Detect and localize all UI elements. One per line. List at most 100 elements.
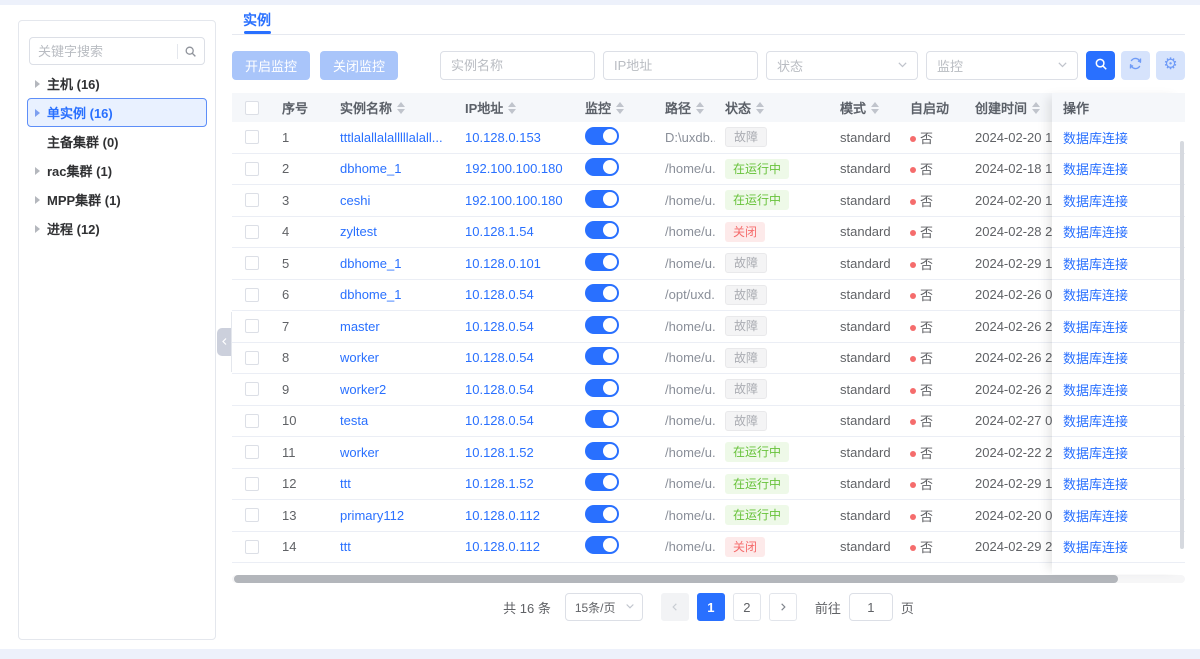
instance-name-link[interactable]: ttt <box>340 476 351 492</box>
instance-name-link[interactable]: dbhome_1 <box>340 255 402 271</box>
settings-button[interactable]: ⚙ <box>1156 50 1185 80</box>
db-connect-link[interactable]: 数据库连接 <box>1063 256 1129 272</box>
db-connect-link[interactable]: 数据库连接 <box>1063 477 1129 493</box>
goto-page-input[interactable] <box>848 593 893 621</box>
row-checkbox[interactable] <box>245 445 259 460</box>
ip-address-link[interactable]: 10.128.0.54 <box>465 287 534 303</box>
search-icon[interactable] <box>178 45 204 58</box>
db-connect-link[interactable]: 数据库连接 <box>1063 319 1129 335</box>
row-checkbox[interactable] <box>245 256 259 271</box>
ip-filter-input[interactable] <box>603 50 758 80</box>
db-connect-link[interactable]: 数据库连接 <box>1063 193 1129 209</box>
ip-address-link[interactable]: 10.128.0.101 <box>465 255 541 271</box>
row-checkbox[interactable] <box>245 130 259 145</box>
row-checkbox[interactable] <box>245 287 259 302</box>
monitor-filter-select[interactable]: 监控 <box>926 50 1078 80</box>
ip-address-link[interactable]: 10.128.0.112 <box>465 539 540 555</box>
sort-icon[interactable] <box>756 101 765 114</box>
instance-name-link[interactable]: primary112 <box>340 507 405 523</box>
instance-name-filter-input[interactable] <box>440 50 595 80</box>
monitor-toggle[interactable] <box>585 189 619 208</box>
row-checkbox[interactable] <box>245 508 259 523</box>
column-header-5[interactable]: 路径 <box>655 98 715 117</box>
ip-address-link[interactable]: 10.128.0.153 <box>465 129 541 145</box>
tab-instances[interactable]: 实例 <box>243 10 271 34</box>
vertical-scrollbar-thumb[interactable] <box>1180 141 1184 549</box>
instance-name-link[interactable]: worker <box>340 444 380 460</box>
instance-name-link[interactable]: dbhome_1 <box>340 161 402 177</box>
db-connect-link[interactable]: 数据库连接 <box>1063 540 1129 556</box>
row-checkbox[interactable] <box>245 350 259 365</box>
column-header-2[interactable]: 实例名称 <box>330 98 455 117</box>
monitor-toggle[interactable] <box>585 536 619 555</box>
instance-name-link[interactable]: ttt <box>340 539 351 555</box>
monitor-toggle[interactable] <box>585 347 619 366</box>
horizontal-scrollbar-thumb[interactable] <box>234 575 1118 583</box>
horizontal-scrollbar[interactable] <box>232 575 1185 583</box>
column-header-4[interactable]: 监控 <box>575 98 655 117</box>
db-connect-link[interactable]: 数据库连接 <box>1063 508 1129 524</box>
db-connect-link[interactable]: 数据库连接 <box>1063 288 1129 304</box>
column-header-3[interactable]: IP地址 <box>455 98 575 117</box>
search-button[interactable] <box>1086 50 1115 80</box>
db-connect-link[interactable]: 数据库连接 <box>1063 130 1129 146</box>
monitor-toggle[interactable] <box>585 473 619 492</box>
sort-icon[interactable] <box>508 101 517 114</box>
ip-address-link[interactable]: 192.100.100.180 <box>465 192 563 208</box>
ip-address-link[interactable]: 10.128.0.112 <box>465 507 540 523</box>
ip-address-link[interactable]: 192.100.100.180 <box>465 161 563 177</box>
instance-name-link[interactable]: testa <box>340 413 369 429</box>
stop-monitor-button[interactable]: 关闭监控 <box>320 50 399 80</box>
ip-address-link[interactable]: 10.128.0.54 <box>465 413 534 429</box>
monitor-toggle[interactable] <box>585 158 619 177</box>
row-checkbox[interactable] <box>245 193 259 208</box>
monitor-toggle[interactable] <box>585 504 619 523</box>
sidebar-item-rac-cluster[interactable]: rac集群 (1) <box>27 156 207 185</box>
instance-name-link[interactable]: ceshi <box>340 192 371 208</box>
db-connect-link[interactable]: 数据库连接 <box>1063 351 1129 367</box>
db-connect-link[interactable]: 数据库连接 <box>1063 162 1129 178</box>
row-checkbox[interactable] <box>245 382 259 397</box>
sidebar-collapse-handle[interactable] <box>217 328 231 356</box>
sort-icon[interactable] <box>397 101 406 114</box>
ip-address-link[interactable]: 10.128.0.54 <box>465 318 534 334</box>
sort-icon[interactable] <box>1032 101 1041 114</box>
sidebar-item-mpp-cluster[interactable]: MPP集群 (1) <box>27 185 207 214</box>
sidebar-item-single-instance[interactable]: 单实例 (16) <box>27 98 207 127</box>
monitor-toggle[interactable] <box>585 410 619 429</box>
column-header-6[interactable]: 状态 <box>715 98 830 117</box>
row-checkbox[interactable] <box>245 539 259 554</box>
ip-address-link[interactable]: 10.128.0.54 <box>465 381 534 397</box>
instance-name-link[interactable]: master <box>340 318 380 334</box>
refresh-button[interactable] <box>1121 50 1150 80</box>
instance-name-link[interactable]: worker2 <box>340 381 387 397</box>
monitor-toggle[interactable] <box>585 315 619 334</box>
db-connect-link[interactable]: 数据库连接 <box>1063 225 1129 241</box>
start-monitor-button[interactable]: 开启监控 <box>232 50 311 80</box>
status-filter-select[interactable]: 状态 <box>766 50 918 80</box>
ip-address-link[interactable]: 10.128.1.52 <box>465 476 534 492</box>
db-connect-link[interactable]: 数据库连接 <box>1063 414 1129 430</box>
prev-page-button[interactable] <box>660 593 689 621</box>
ip-address-link[interactable]: 10.128.0.54 <box>465 350 534 366</box>
db-connect-link[interactable]: 数据库连接 <box>1063 382 1129 398</box>
sort-icon[interactable] <box>871 101 880 114</box>
ip-address-link[interactable]: 10.128.1.54 <box>465 224 534 240</box>
monitor-toggle[interactable] <box>585 284 619 303</box>
monitor-toggle[interactable] <box>585 378 619 397</box>
monitor-toggle[interactable] <box>585 441 619 460</box>
column-header-9[interactable]: 创建时间 <box>965 98 1185 117</box>
sidebar-item-process[interactable]: 进程 (12) <box>27 214 207 243</box>
page-1-button[interactable]: 1 <box>696 593 725 621</box>
instance-name-link[interactable]: dbhome_1 <box>340 287 402 303</box>
keyword-search-input[interactable] <box>30 43 177 59</box>
row-checkbox[interactable] <box>245 476 259 491</box>
row-checkbox[interactable] <box>245 161 259 176</box>
next-page-button[interactable] <box>768 593 797 621</box>
select-all-checkbox[interactable] <box>245 100 259 115</box>
instance-name-link[interactable]: tttlalallalalllllalall... <box>340 129 443 145</box>
instance-name-link[interactable]: worker <box>340 350 380 366</box>
monitor-toggle[interactable] <box>585 126 619 145</box>
instance-name-link[interactable]: zyltest <box>340 224 377 240</box>
row-checkbox[interactable] <box>245 224 259 239</box>
